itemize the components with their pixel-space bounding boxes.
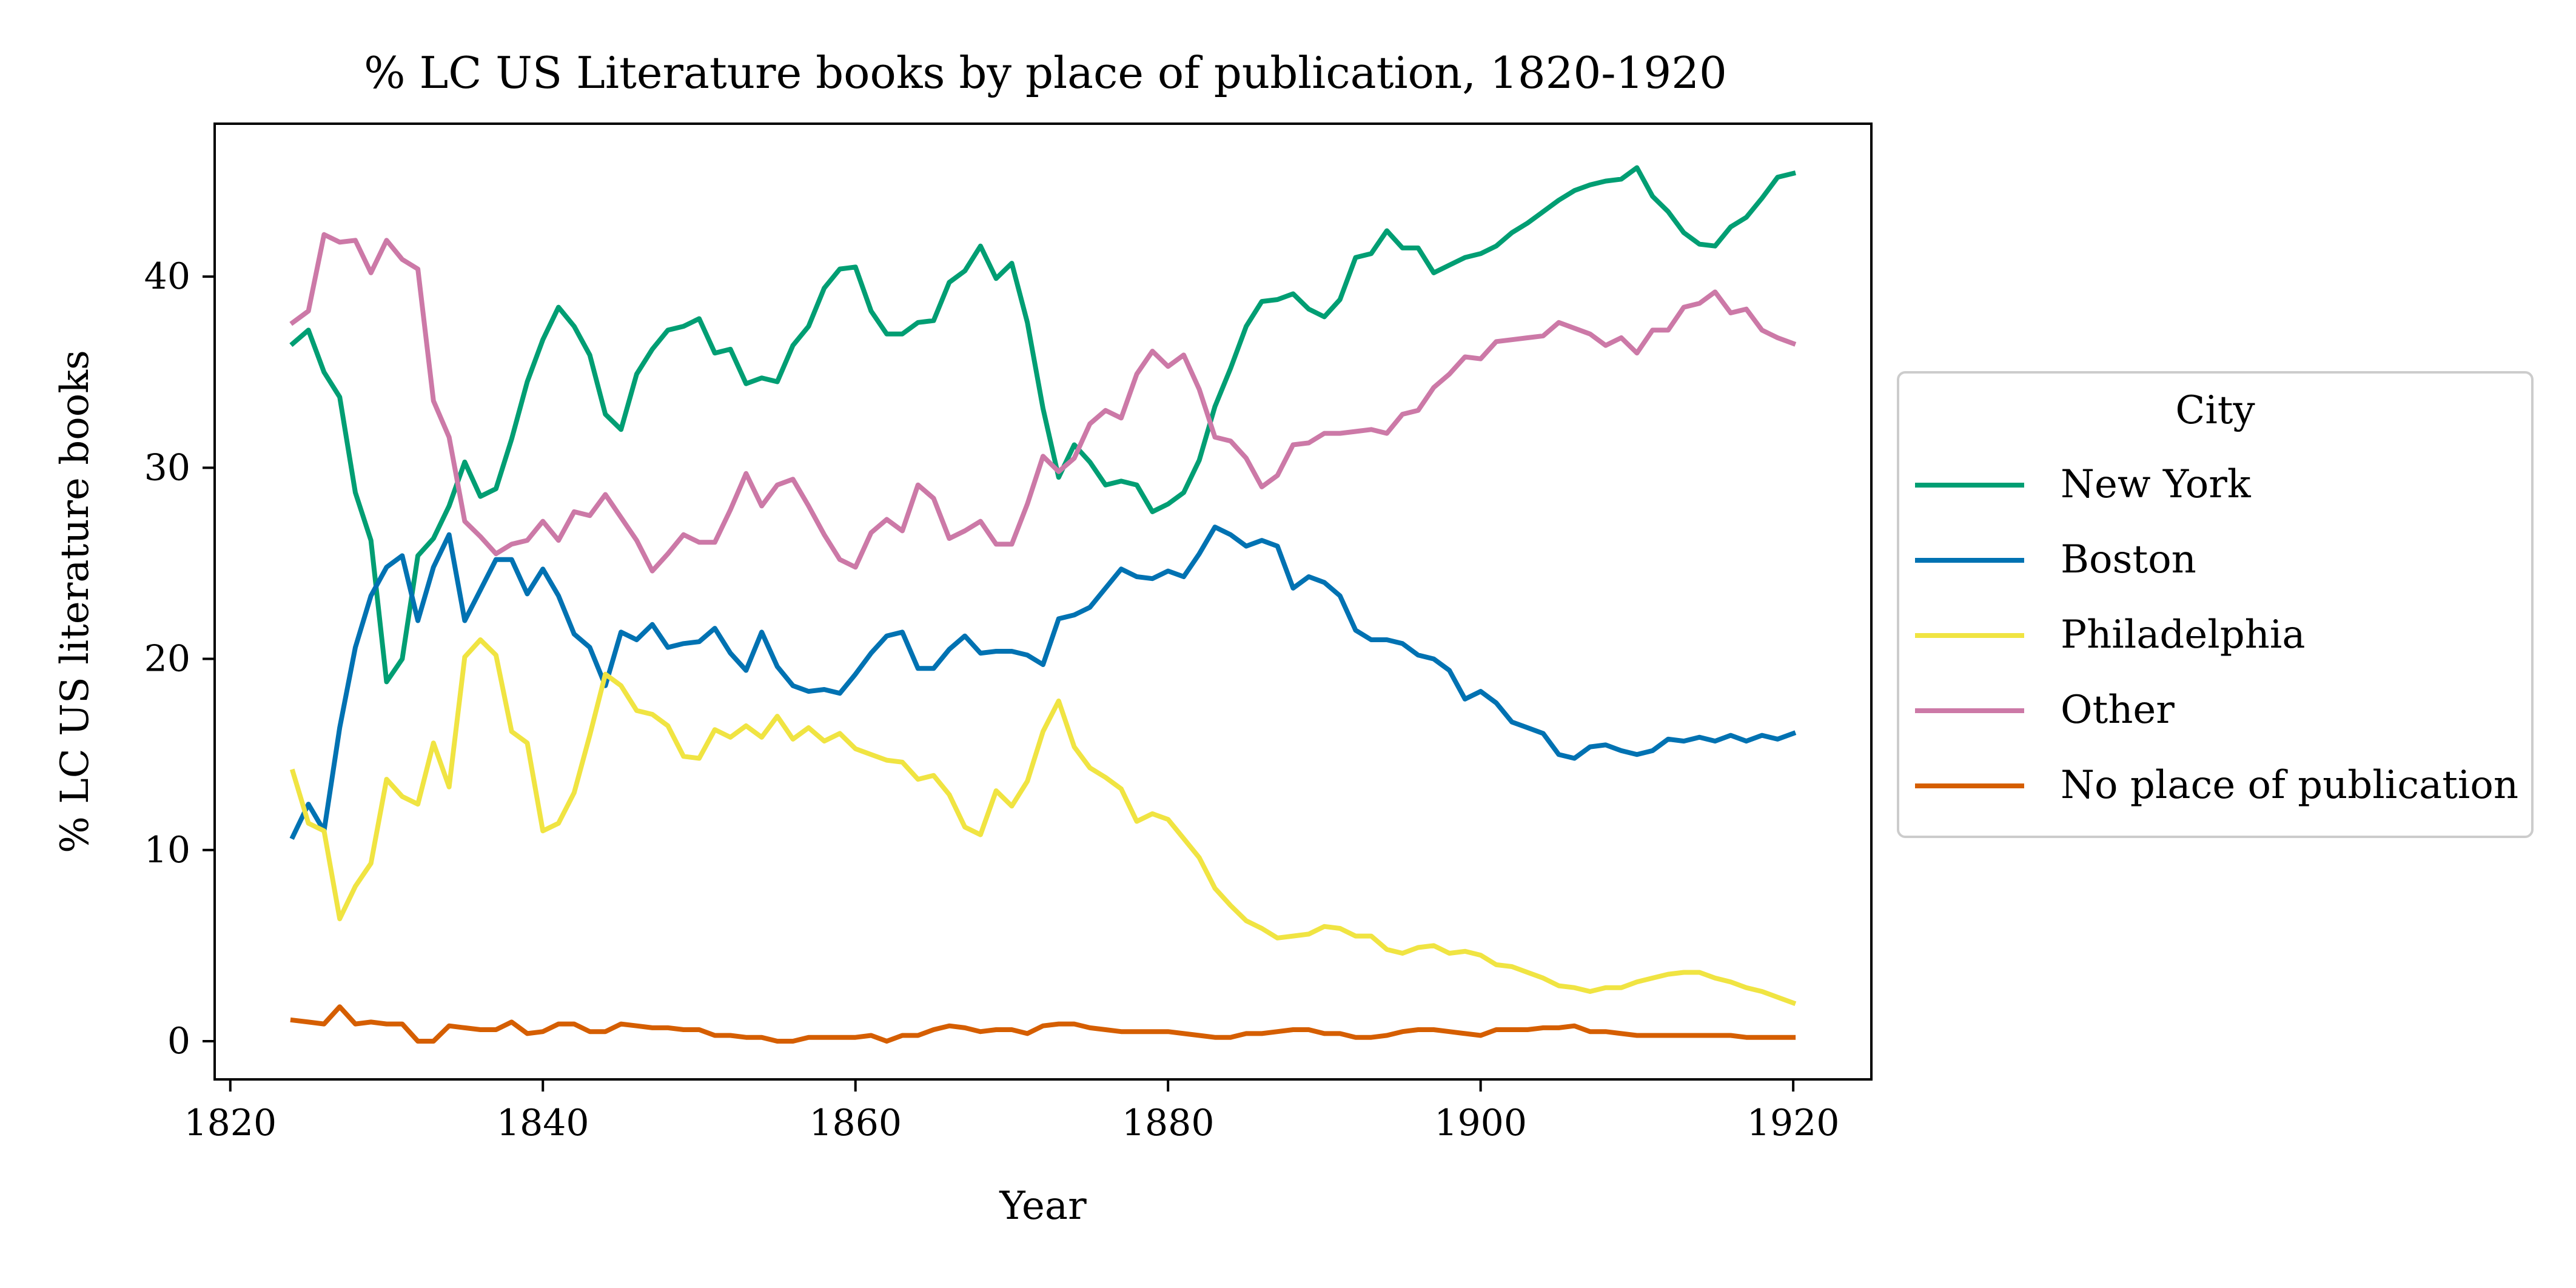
y-axis-label: % LC US literature books: [53, 350, 98, 853]
chart-title: % LC US Literature books by place of pub…: [364, 47, 1727, 98]
x-tick-label: 1920: [1747, 1102, 1840, 1144]
series-line-other: [289, 232, 1797, 574]
y-tick-label: 20: [144, 638, 190, 680]
x-axis: 1820 1840 1860 1880 1900 1920: [184, 1079, 1839, 1144]
legend-box: [1897, 371, 2534, 838]
legend-label-other: Other: [2061, 688, 2175, 733]
y-tick-label: 30: [144, 446, 190, 489]
x-tick-label: 1860: [809, 1102, 902, 1144]
legend-label-philadelphia: Philadelphia: [2061, 612, 2306, 657]
y-tick-label: 0: [167, 1020, 190, 1062]
y-axis: 0 10 20 30 40: [144, 255, 215, 1062]
x-tick-label: 1820: [184, 1102, 277, 1144]
y-tick-label: 10: [144, 829, 190, 871]
y-tick-label: 40: [144, 255, 190, 298]
x-tick-label: 1900: [1434, 1102, 1527, 1144]
x-tick-label: 1880: [1122, 1102, 1215, 1144]
plot-frame: [213, 122, 1873, 1081]
x-axis-label: Year: [999, 1184, 1087, 1229]
legend-title: City: [2175, 388, 2255, 433]
series-line-boston: [289, 525, 1797, 840]
legend-label-new-york: New York: [2061, 462, 2252, 507]
legend-items: New York Boston Philadelphia Other No place …: [1915, 462, 2518, 808]
x-tick-label: 1840: [497, 1102, 589, 1144]
plot-lines: [289, 165, 1797, 1044]
series-line-philadelphia: [289, 637, 1797, 1007]
legend: City New York Boston Philadelphia Other No p…: [1897, 371, 2534, 838]
legend-label-no-place-of-publication: No place of publication: [2061, 763, 2518, 808]
series-line-new-york: [289, 165, 1796, 685]
series-line-no-place-of-publication: [290, 1004, 1796, 1044]
legend-label-boston: Boston: [2061, 537, 2196, 582]
